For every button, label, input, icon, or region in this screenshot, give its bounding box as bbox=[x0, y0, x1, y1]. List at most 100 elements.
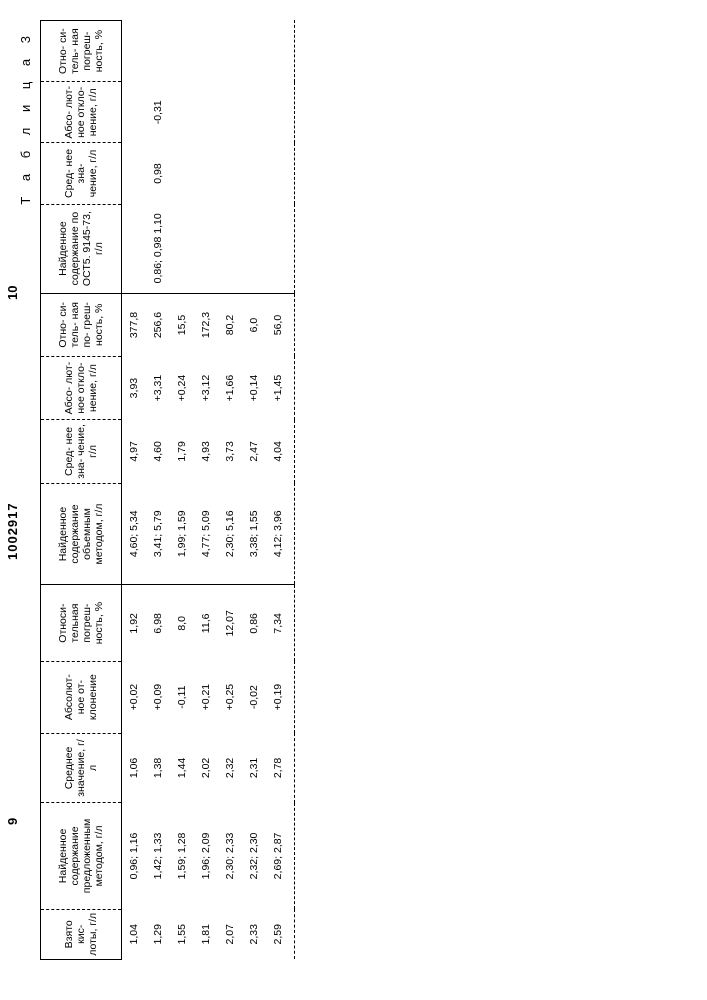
table-row: 1,040,96; 1,161,06+0,021,924,60; 5,344,9… bbox=[122, 21, 147, 960]
table-cell bbox=[170, 21, 194, 82]
table-cell: 1,44 bbox=[170, 733, 194, 803]
col-header: Найденное содержание по ОСТ5. 9145-73, г… bbox=[41, 204, 122, 293]
table-row: 2,332,32; 2,302,31-0,020,863,38; 1,552,4… bbox=[242, 21, 266, 960]
table-cell bbox=[122, 204, 147, 293]
table-cell: 0,86 bbox=[242, 585, 266, 661]
table-cell: +0,02 bbox=[122, 661, 147, 733]
col-header: Среднее значение, г/л bbox=[41, 733, 122, 803]
table-cell: 4,04 bbox=[266, 420, 295, 483]
table-cell: 1,04 bbox=[122, 909, 147, 959]
table-cell bbox=[170, 143, 194, 204]
table-cell bbox=[194, 204, 218, 293]
table-cell: 2,32; 2,30 bbox=[242, 803, 266, 909]
page-number-right: 10 bbox=[5, 286, 20, 300]
table-cell bbox=[218, 82, 242, 143]
table-cell: 1,29 bbox=[146, 909, 170, 959]
table-cell bbox=[242, 82, 266, 143]
col-header: Найденное содержание предложенным методо… bbox=[41, 803, 122, 909]
table-cell: 15,5 bbox=[170, 293, 194, 356]
table-cell: 3,38; 1,55 bbox=[242, 483, 266, 585]
table-cell: 0,96; 1,16 bbox=[122, 803, 147, 909]
table-cell: +1,45 bbox=[266, 356, 295, 419]
table-row: 1,551,59; 1,281,44-0,118,01,99; 1,591,79… bbox=[170, 21, 194, 960]
table-cell: 1,42; 1,33 bbox=[146, 803, 170, 909]
table-cell bbox=[194, 82, 218, 143]
table-caption: Т а б л и ц а 3 bbox=[18, 30, 33, 205]
table-row: 1,811,96; 2,092,02+0,2111,64,77; 5,094,9… bbox=[194, 21, 218, 960]
table-cell: 1,92 bbox=[122, 585, 147, 661]
table-cell bbox=[194, 143, 218, 204]
table-cell bbox=[170, 204, 194, 293]
table-cell: 2,78 bbox=[266, 733, 295, 803]
table-cell bbox=[266, 143, 295, 204]
table-cell: 11,6 bbox=[194, 585, 218, 661]
table-cell: +0,14 bbox=[242, 356, 266, 419]
table-cell bbox=[218, 143, 242, 204]
table-cell: 4,97 bbox=[122, 420, 147, 483]
table-cell bbox=[266, 21, 295, 82]
table-cell bbox=[146, 21, 170, 82]
table-cell: 1,99; 1,59 bbox=[170, 483, 194, 585]
table-cell: 1,59; 1,28 bbox=[170, 803, 194, 909]
table-cell: 2,07 bbox=[218, 909, 242, 959]
table-cell: 1,55 bbox=[170, 909, 194, 959]
table-cell bbox=[266, 82, 295, 143]
table-cell: +0,19 bbox=[266, 661, 295, 733]
table-cell: 1,81 bbox=[194, 909, 218, 959]
col-header: Отно- си- тель- ная погреш- ность, % bbox=[41, 21, 122, 82]
table-cell: 3,93 bbox=[122, 356, 147, 419]
col-header: Отно- си- тель- ная по- греш- ность, % bbox=[41, 293, 122, 356]
table-cell: +1,66 bbox=[218, 356, 242, 419]
table-cell: +0,24 bbox=[170, 356, 194, 419]
table-cell bbox=[266, 204, 295, 293]
table-cell: 2,31 bbox=[242, 733, 266, 803]
table-cell: 6,98 bbox=[146, 585, 170, 661]
table-cell: 0,86; 0,98 1,10 bbox=[146, 204, 170, 293]
table-cell: 4,12; 3,96 bbox=[266, 483, 295, 585]
table-cell bbox=[122, 143, 147, 204]
table-cell: 1,06 bbox=[122, 733, 147, 803]
table-cell: -0,31 bbox=[146, 82, 170, 143]
table-cell: 3,41; 5,79 bbox=[146, 483, 170, 585]
table-cell: 377,8 bbox=[122, 293, 147, 356]
table-cell: 3,73 bbox=[218, 420, 242, 483]
document-number: 1002917 bbox=[5, 502, 20, 560]
table-row: 2,592,69; 2,872,78+0,197,344,12; 3,964,0… bbox=[266, 21, 295, 960]
table-cell: 2,02 bbox=[194, 733, 218, 803]
data-table: Взято кис- лоты, г/л Найденное содержани… bbox=[40, 20, 295, 960]
table-cell: 1,38 bbox=[146, 733, 170, 803]
table-cell: 256,6 bbox=[146, 293, 170, 356]
table-cell: 4,77; 5,09 bbox=[194, 483, 218, 585]
header-row: Взято кис- лоты, г/л Найденное содержани… bbox=[41, 21, 122, 960]
table-cell bbox=[122, 21, 147, 82]
page-number-left: 9 bbox=[5, 818, 20, 825]
table-cell bbox=[218, 204, 242, 293]
table-cell bbox=[170, 82, 194, 143]
table-cell: 4,60; 5,34 bbox=[122, 483, 147, 585]
table-cell bbox=[218, 21, 242, 82]
table-cell: 2,69; 2,87 bbox=[266, 803, 295, 909]
table-cell bbox=[194, 21, 218, 82]
col-header: Абсо- лют- ное откло- нение, г/л bbox=[41, 356, 122, 419]
table-cell: 12,07 bbox=[218, 585, 242, 661]
table-cell bbox=[242, 204, 266, 293]
table-cell: -0,02 bbox=[242, 661, 266, 733]
table-cell: 6,0 bbox=[242, 293, 266, 356]
table-cell: 80,2 bbox=[218, 293, 242, 356]
table-cell: 0,98 bbox=[146, 143, 170, 204]
col-header: Абсо- лют- ное откло- нение, г/л bbox=[41, 82, 122, 143]
table-cell: 7,34 bbox=[266, 585, 295, 661]
table-cell: 1,96; 2,09 bbox=[194, 803, 218, 909]
col-header: Абсолют- ное от- клонение bbox=[41, 661, 122, 733]
table-cell: 2,33 bbox=[242, 909, 266, 959]
table-cell: 172,3 bbox=[194, 293, 218, 356]
col-header: Относи- тельная погреш- ность, % bbox=[41, 585, 122, 661]
table-cell: 2,47 bbox=[242, 420, 266, 483]
table-cell: 2,59 bbox=[266, 909, 295, 959]
table-row: 1,291,42; 1,331,38+0,096,983,41; 5,794,6… bbox=[146, 21, 170, 960]
table-cell bbox=[242, 143, 266, 204]
table-cell bbox=[242, 21, 266, 82]
table-cell: 2,30; 2,33 bbox=[218, 803, 242, 909]
table-cell: -0,11 bbox=[170, 661, 194, 733]
col-header: Сред- нее зна- чение, г/л bbox=[41, 420, 122, 483]
